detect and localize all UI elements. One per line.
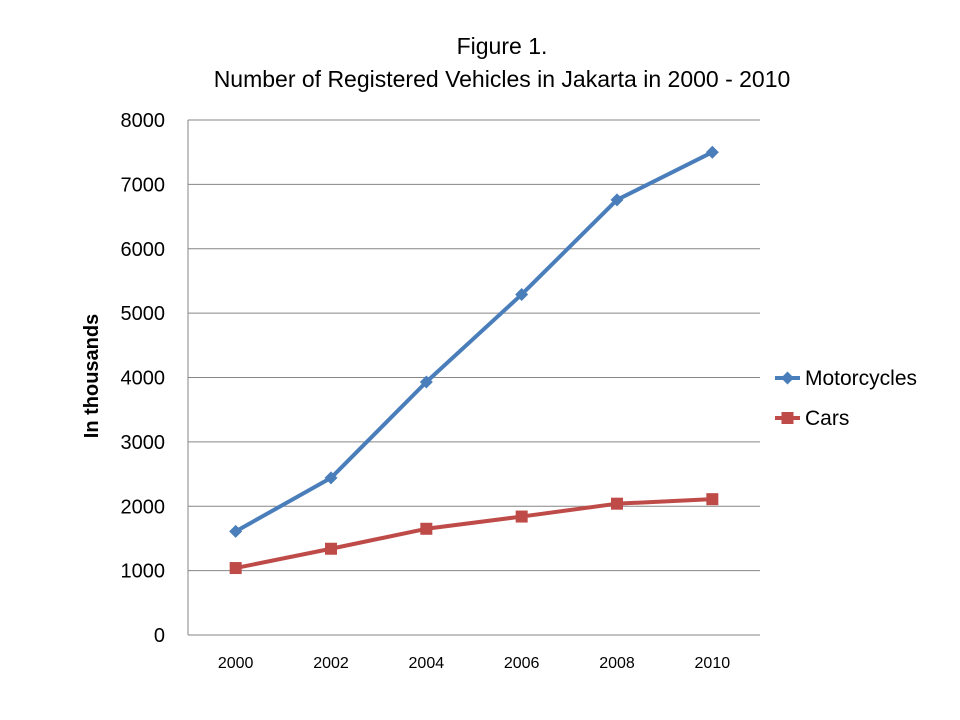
motorcycles-point-2004 (419, 375, 433, 389)
legend-item-cars: Cars (775, 407, 849, 430)
x-tick-label: 2000 (218, 655, 254, 672)
chart-title: Figure 1. Number of Registered Vehicles … (214, 33, 791, 92)
cars-point-2002 (325, 542, 337, 555)
legend-item-motorcycles: Motorcycles (775, 367, 917, 390)
y-tick-label: 5000 (121, 303, 166, 325)
legend-label: Cars (805, 407, 849, 430)
y-tick-label: 3000 (121, 432, 166, 454)
legend-swatch-marker (781, 371, 794, 385)
series-cars (229, 493, 719, 575)
x-tick-label: 2004 (409, 655, 445, 672)
y-tick-labels: 0 1000 2000 3000 4000 5000 6000 7000 8000 (121, 110, 166, 647)
x-tick-label: 2006 (504, 655, 540, 672)
motorcycles-point-2008 (610, 193, 624, 207)
y-tick-label: 8000 (121, 110, 166, 132)
motorcycles-point-2002 (324, 471, 338, 485)
y-tick-label: 4000 (121, 368, 166, 390)
y-tick-label: 1000 (121, 561, 166, 583)
cars-line (233, 497, 715, 571)
x-tick-label: 2010 (695, 655, 731, 672)
legend: Motorcycles Cars (775, 367, 917, 430)
legend-swatch-marker (781, 412, 794, 424)
x-tick-label: 2002 (313, 655, 349, 672)
chart-title-line-1: Figure 1. (457, 33, 548, 59)
cars-point-2006 (515, 510, 528, 523)
motorcycles-point-2000 (229, 524, 243, 538)
series-lines (229, 145, 719, 575)
x-tick-label: 2008 (599, 655, 635, 672)
series-motorcycles (229, 145, 719, 538)
y-axis-title: In thousands (81, 314, 103, 438)
cars-point-2004 (420, 522, 433, 535)
cars-point-2008 (611, 497, 623, 510)
x-tick-labels: 2000 2002 2004 2006 2008 2010 (218, 655, 730, 672)
motorcycles-point-2006 (515, 287, 529, 301)
cars-point-2010 (706, 493, 719, 506)
legend-label: Motorcycles (805, 367, 917, 390)
y-tick-label: 2000 (121, 496, 166, 518)
motorcycles-line (233, 150, 715, 534)
gridlines (188, 119, 760, 572)
axes (187, 120, 760, 636)
cars-point-2000 (229, 562, 242, 575)
chart-title-line-2: Number of Registered Vehicles in Jakarta… (214, 66, 791, 92)
y-tick-label: 6000 (121, 239, 166, 261)
y-tick-label: 0 (154, 625, 165, 647)
y-tick-label: 7000 (121, 174, 166, 196)
motorcycles-point-2010 (705, 145, 719, 159)
